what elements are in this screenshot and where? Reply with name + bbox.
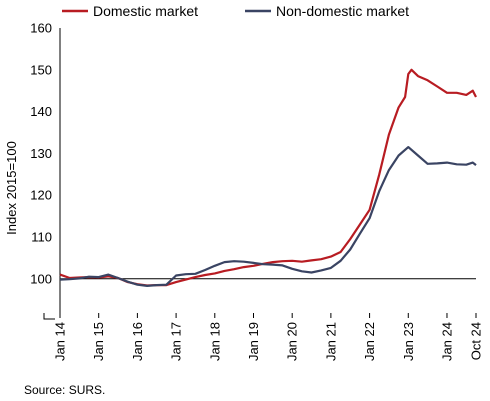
x-tick-label: Jan 23 — [401, 322, 416, 361]
x-tick-label: Oct 24 — [469, 322, 484, 360]
y-tick-label: 120 — [30, 188, 52, 203]
y-tick-label: 130 — [30, 146, 52, 161]
x-tick-label: Jan 14 — [53, 322, 68, 361]
series-line-domestic — [59, 68, 477, 287]
legend-label-non-domestic: Non-domestic market — [276, 3, 409, 19]
legend: Domestic market Non-domestic market — [62, 3, 409, 19]
source-note: Source: SURS. — [24, 383, 105, 397]
y-tick-label: 140 — [30, 104, 52, 119]
x-tick-label: Jan 18 — [207, 322, 222, 361]
y-tick-label: 160 — [30, 21, 52, 36]
y-tick-labels: 100 110 120 130 140 150 160 — [30, 21, 52, 287]
x-tick-label: Jan 20 — [285, 322, 300, 361]
y-axis-title: Index 2015=100 — [4, 141, 19, 235]
x-tick-label: Jan 15 — [91, 322, 106, 361]
x-tick-label: Jan 16 — [130, 322, 145, 361]
x-tick-labels: Jan 14 Jan 15 Jan 16 Jan 17 Jan 18 Jan 19 Jan … — [53, 313, 484, 361]
series-layer — [59, 68, 477, 287]
axis-break-marker — [43, 313, 55, 320]
legend-label-domestic: Domestic market — [93, 3, 198, 19]
series-line-non-domestic — [59, 146, 477, 287]
x-tick-label: Jan 21 — [323, 322, 338, 361]
x-tick-label: Jan 22 — [362, 322, 377, 361]
y-tick-label: 100 — [30, 271, 52, 286]
x-tick-label: Jan 17 — [169, 322, 184, 361]
y-tick-label: 110 — [31, 230, 52, 245]
x-tick-label: Jan 24 — [439, 322, 454, 361]
x-tick-label: Jan 19 — [246, 322, 261, 361]
y-tick-label: 150 — [30, 62, 52, 77]
